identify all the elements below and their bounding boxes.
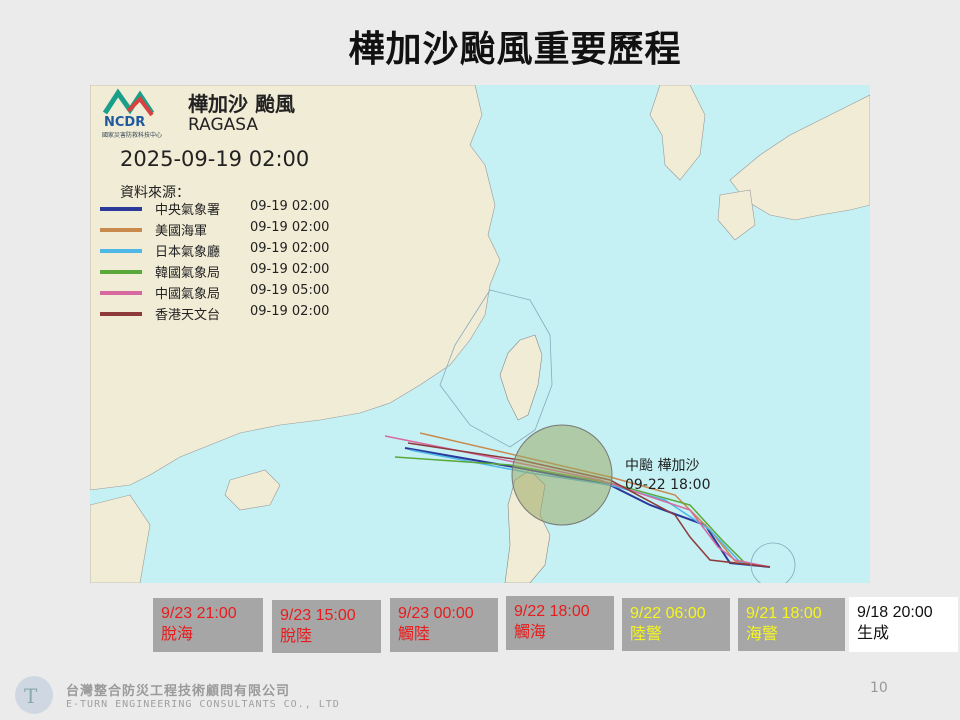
logo-subtext: 國家災害防救科技中心	[102, 132, 163, 139]
land-hainan	[224, 469, 281, 511]
milestone-label: 海警	[746, 626, 779, 643]
milestone-box: 9/23 21:00 脫海	[153, 598, 263, 652]
legend-source-time: 09-19 02:00	[250, 262, 330, 277]
legend-source-time: 09-19 02:00	[250, 220, 330, 235]
milestone-label: 生成	[857, 625, 890, 642]
land-taiwan	[499, 334, 543, 421]
milestone-label: 脫陸	[280, 628, 313, 645]
land-kyushu	[717, 189, 756, 241]
annotation-time: 09-22 18:00	[625, 477, 711, 493]
milestone-label: 脫海	[161, 626, 194, 643]
page-number: 10	[870, 680, 888, 696]
milestone-time: 9/23 21:00	[161, 605, 237, 622]
milestone-box: 9/22 18:00 觸海	[506, 596, 614, 650]
milestone-label: 觸陸	[398, 626, 431, 643]
milestone-time: 9/22 06:00	[630, 605, 706, 622]
logo-text: NCDR	[104, 115, 146, 130]
track-cma	[384, 435, 771, 568]
legend-source-time: 09-19 02:00	[250, 304, 330, 319]
annotation-intensity: 中颱 樺加沙	[625, 458, 700, 474]
legend-source-name: 韓國氣象局	[155, 266, 221, 281]
legend-source-name: 中國氣象局	[155, 287, 221, 302]
storm-radius-circle	[511, 424, 613, 526]
legend-source-name: 日本氣象廳	[155, 245, 221, 260]
milestone-box: 9/18 20:00 生成	[849, 597, 958, 652]
legend-source-name: 美國海軍	[155, 224, 208, 239]
legend-source-time: 09-19 05:00	[250, 283, 330, 298]
storm-name-en: RAGASA	[188, 115, 258, 135]
land-china	[90, 85, 501, 491]
milestone-time: 9/22 18:00	[514, 603, 590, 620]
legend-source-time: 09-19 02:00	[250, 199, 330, 214]
milestone-time: 9/21 18:00	[746, 605, 822, 622]
storm-annotation: 中颱 樺加沙 09-22 18:00	[625, 457, 710, 495]
milestone-time: 9/18 20:00	[857, 604, 933, 621]
milestone-label: 觸海	[514, 624, 547, 641]
page-title: 樺加沙颱風重要歷程	[348, 29, 682, 70]
footer-company-cn: 台灣整合防災工程技術顧問有限公司	[66, 684, 291, 699]
milestone-box: 9/21 18:00 海警	[738, 598, 845, 651]
warning-zone	[439, 289, 553, 448]
milestone-box: 9/22 06:00 陸警	[622, 598, 730, 651]
eturn-logo-icon: T	[15, 676, 53, 714]
milestone-box: 9/23 00:00 觸陸	[390, 598, 498, 652]
legend-source-time: 09-19 02:00	[250, 241, 330, 256]
map-graphic	[90, 85, 870, 583]
milestone-time: 9/23 15:00	[280, 607, 356, 624]
source-label: 資料來源：	[120, 185, 190, 201]
forecast-radius-circle	[750, 542, 796, 583]
land-korea	[649, 85, 706, 181]
milestone-time: 9/23 00:00	[398, 605, 474, 622]
typhoon-track-map: NCDR 國家災害防救科技中心 樺加沙 颱風 RAGASA 2025-09-19…	[90, 85, 870, 583]
legend-source-name: 中央氣象署	[155, 203, 221, 218]
milestone-box: 9/23 15:00 脫陸	[272, 600, 381, 653]
land-vietnam	[90, 494, 151, 583]
milestone-label: 陸警	[630, 626, 663, 643]
map-datetime: 2025-09-19 02:00	[120, 147, 310, 171]
footer-company-en: E-TURN ENGINEERING CONSULTANTS CO., LTD	[66, 699, 340, 710]
svg-text:T: T	[24, 684, 38, 708]
land-japan	[729, 94, 870, 221]
track-kma	[394, 456, 771, 568]
storm-name-cn: 樺加沙 颱風	[188, 92, 295, 116]
legend-source-name: 香港天文台	[155, 308, 221, 323]
